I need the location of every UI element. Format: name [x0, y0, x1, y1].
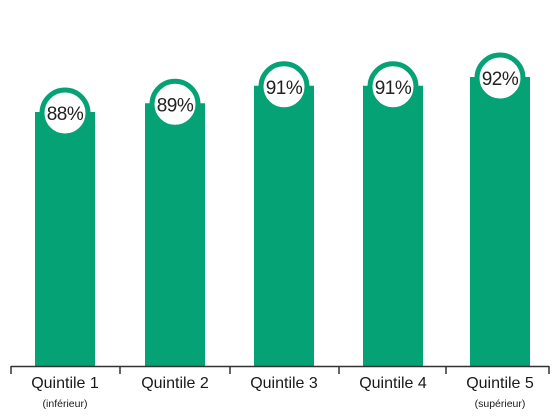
category-label-4: Quintile 4 — [359, 375, 427, 392]
category-sublabel-5: (supérieur) — [475, 398, 526, 410]
bar-5 — [470, 77, 530, 366]
value-badge-3 — [258, 61, 310, 113]
value-label-2: 89% — [157, 95, 194, 116]
bar-3 — [254, 85, 314, 366]
value-label-1: 88% — [47, 104, 84, 125]
category-label-2: Quintile 2 — [141, 375, 209, 392]
value-badge-5 — [474, 52, 526, 104]
x-axis — [10, 365, 550, 374]
value-label-5: 92% — [482, 69, 519, 90]
bar-2 — [145, 103, 205, 366]
category-label-3: Quintile 3 — [250, 375, 318, 392]
value-label-3: 91% — [266, 78, 303, 99]
category-sublabel-1: (inférieur) — [43, 398, 88, 410]
category-labels: Quintile 1 (inférieur) Quintile 2 Quintile … — [31, 375, 534, 410]
bar-4 — [363, 85, 423, 366]
value-badge-1 — [39, 87, 91, 139]
bars-layer: 88% 89% 91% 91% 92% — [35, 52, 530, 366]
value-label-4: 91% — [375, 78, 412, 99]
category-label-5: Quintile 5 — [466, 375, 534, 392]
category-label-1: Quintile 1 — [31, 375, 99, 392]
value-badge-4 — [367, 61, 419, 113]
value-badge-2 — [149, 78, 201, 130]
bar-1 — [35, 112, 95, 366]
